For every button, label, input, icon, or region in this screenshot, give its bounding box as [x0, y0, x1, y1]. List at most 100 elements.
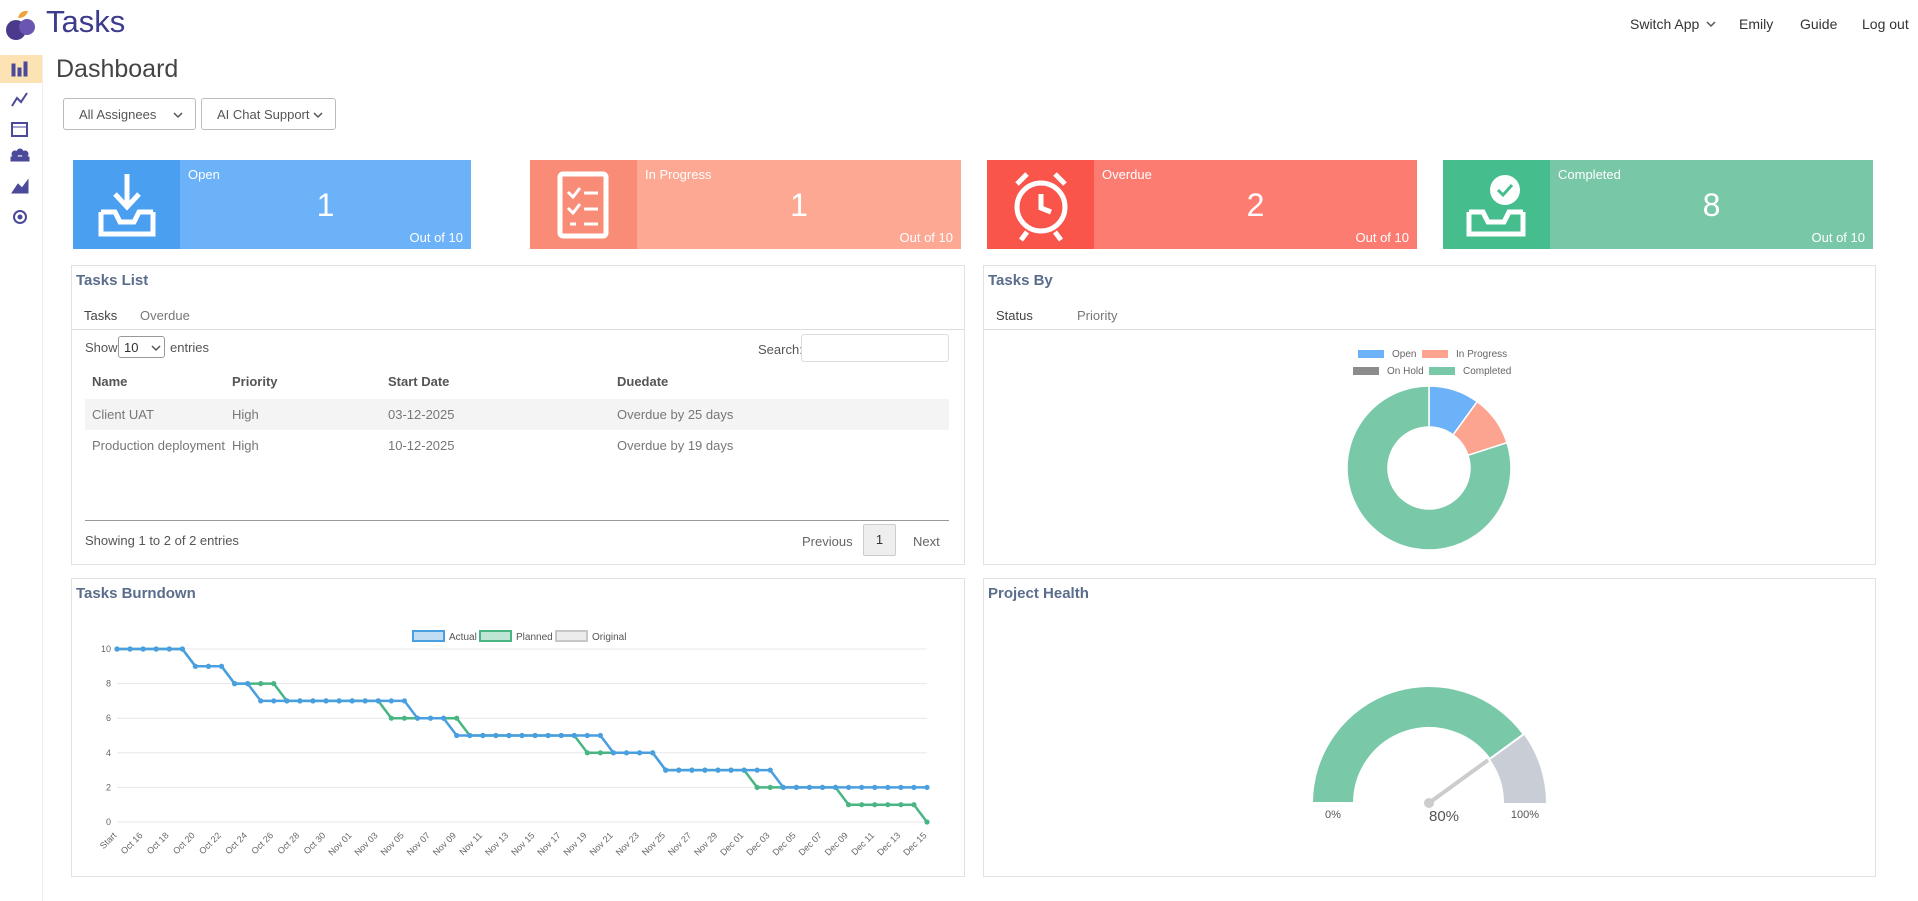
legend-label: Open [1392, 349, 1416, 360]
page-current[interactable]: 1 [863, 524, 896, 556]
series-point [271, 681, 277, 687]
series-point [584, 732, 590, 739]
series-point [846, 802, 852, 808]
column-header: Duedate [617, 374, 669, 389]
y-tick-label: 2 [106, 782, 111, 792]
card-footer: Out of 10 [1811, 230, 1865, 245]
tab[interactable]: Overdue [140, 308, 190, 323]
series-point [401, 715, 408, 721]
x-tick-label: Dec 13 [875, 830, 902, 857]
page-prev[interactable]: Previous [802, 534, 853, 549]
column-header: Start Date [388, 374, 450, 389]
series-point [297, 698, 303, 704]
legend-swatch [479, 630, 512, 642]
series-point [506, 732, 512, 739]
series-point [245, 681, 251, 687]
icon-part [1496, 183, 1514, 198]
legend-swatch [1358, 350, 1384, 358]
series-point [898, 802, 904, 808]
icon-part [1490, 175, 1520, 205]
search-label: Search: [758, 342, 803, 357]
icon-part [98, 209, 156, 237]
chevron-line [151, 345, 161, 352]
card-value: 1 [316, 187, 335, 223]
card-footer: Out of 10 [409, 230, 463, 245]
series-point [832, 784, 839, 790]
card-value: 1 [790, 187, 808, 223]
x-tick-label: Dec 15 [901, 830, 928, 857]
series-point [467, 732, 473, 739]
series-point [610, 750, 617, 756]
series-point [846, 784, 852, 790]
x-tick-label: Nov 05 [379, 830, 406, 857]
series-point [793, 784, 799, 790]
series-point [454, 732, 460, 739]
y-tick-label: 6 [106, 713, 111, 723]
series-point [754, 784, 760, 790]
series-point [179, 646, 185, 652]
page-next[interactable]: Next [913, 534, 940, 549]
stat-card: Completed 8 Out of 10 [1443, 160, 1873, 249]
nav-link[interactable]: Switch App [1630, 16, 1700, 32]
filter-label: AI Chat Support [217, 107, 310, 122]
x-tick-label: Nov 23 [614, 830, 641, 857]
x-tick-label: Oct 20 [171, 830, 197, 856]
filter-dropdown[interactable]: All Assignees [63, 98, 196, 130]
stat-card: In Progress 1 Out of 10 [530, 160, 961, 249]
series-point [636, 750, 643, 756]
legend-swatch [1429, 367, 1455, 375]
series-point [767, 767, 773, 773]
app-logo [6, 10, 35, 40]
show-label: Show [85, 340, 118, 355]
series-point [166, 646, 172, 652]
series-point [441, 715, 447, 721]
x-tick-label: Nov 13 [483, 830, 510, 857]
table-cell: High [232, 407, 259, 422]
series-point [872, 784, 878, 790]
search-input[interactable] [801, 334, 949, 362]
series-point [558, 732, 564, 739]
tab[interactable]: Status [996, 308, 1033, 323]
card-label: Completed [1558, 167, 1621, 182]
nav-link[interactable]: Guide [1800, 16, 1838, 32]
gauge-hub [1424, 798, 1434, 808]
series-point [898, 784, 904, 790]
x-tick-label: Oct 30 [302, 830, 328, 856]
series-point [258, 681, 264, 687]
chevron [173, 112, 183, 119]
x-tick-label: Nov 15 [509, 830, 536, 857]
sidebar-icons[interactable] [10, 60, 30, 240]
x-tick-label: Nov 01 [326, 830, 353, 857]
x-tick-label: Start [98, 830, 119, 851]
x-tick-label: Dec 07 [797, 830, 824, 857]
legend-swatch [555, 630, 588, 642]
series-point [349, 698, 355, 704]
chevron [151, 345, 161, 352]
table-cell: Production deployment [92, 438, 225, 453]
chevron [313, 112, 323, 119]
tasks-list-panel: Tasks List Tasks Overdue Show 10 entries Searc… [71, 265, 965, 565]
series-point [284, 698, 290, 704]
table-cell: Overdue by 19 days [617, 438, 734, 453]
legend-label: On Hold [1387, 366, 1424, 377]
x-tick-label: Oct 22 [197, 830, 223, 856]
filter-dropdown[interactable]: AI Chat Support [201, 98, 336, 130]
card-icon [73, 160, 180, 249]
series-point [427, 715, 434, 721]
series-point [571, 732, 577, 739]
nav-link[interactable]: Log out [1862, 16, 1909, 32]
sidebar [0, 55, 43, 901]
series-point [323, 698, 329, 704]
page-size-select[interactable]: 10 [118, 336, 165, 358]
series-point [545, 732, 551, 739]
card-value: 2 [1246, 187, 1265, 223]
gauge-value [1310, 685, 1526, 804]
x-tick-label: Nov 07 [405, 830, 432, 857]
tab[interactable]: Priority [1077, 308, 1118, 323]
x-tick-label: Nov 21 [588, 830, 615, 857]
tab[interactable]: Tasks [84, 308, 118, 323]
tab-divider [72, 329, 964, 330]
nav-link[interactable]: Emily [1739, 16, 1774, 32]
series-point [819, 784, 826, 790]
x-tick-label: Oct 16 [119, 830, 145, 856]
